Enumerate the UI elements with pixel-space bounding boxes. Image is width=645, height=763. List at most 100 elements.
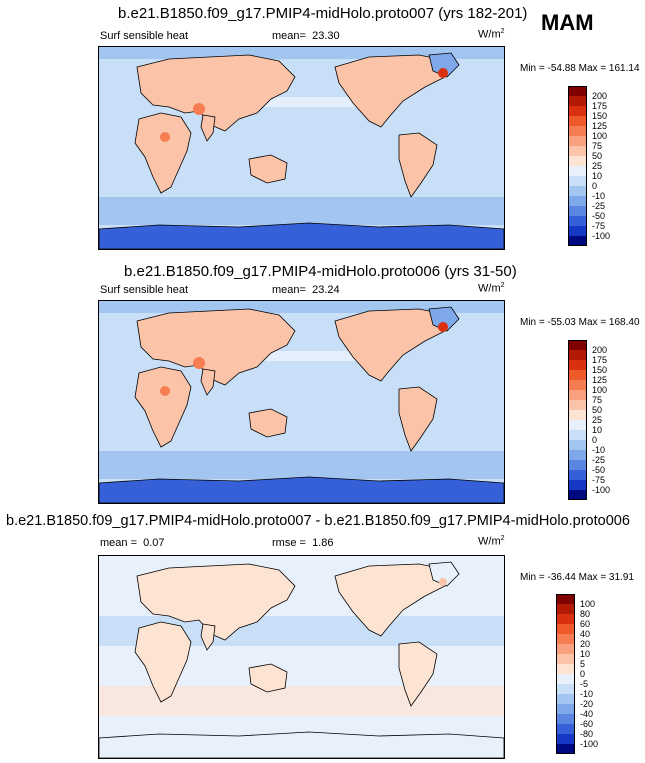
colorbar-swatch: [568, 450, 587, 460]
colorbar-swatch: [556, 704, 575, 714]
colorbar-tick-label: 50: [592, 404, 603, 415]
north-america-shape: [334, 308, 450, 382]
australia-shape: [248, 663, 288, 693]
europe-asia-shape: [136, 563, 296, 641]
south-america-shape: [398, 641, 438, 707]
panel-1-map-field: [99, 47, 504, 249]
colorbar-swatch: [568, 480, 587, 490]
colorbar-tick-label: 40: [580, 628, 591, 639]
antarctica-shape: [99, 222, 504, 249]
panel-3-rmse: rmse = 1.86: [272, 537, 334, 549]
colorbar-tick-label: 100: [580, 598, 596, 609]
colorbar-tick-label: -25: [592, 200, 606, 211]
india-shape: [200, 623, 216, 651]
panel-2-map: [98, 300, 505, 504]
colorbar-tick-label: -75: [592, 474, 606, 485]
colorbar-swatch: [568, 430, 587, 440]
colorbar-swatch: [568, 370, 587, 380]
antarctica-shape: [99, 731, 504, 758]
colorbar-swatch: [556, 664, 575, 674]
colorbar-tick-label: 10: [592, 170, 603, 181]
australia-shape: [248, 408, 288, 438]
season-label: MAM: [541, 10, 594, 35]
colorbar-swatch: [568, 166, 587, 176]
colorbar-tick-label: -25: [592, 454, 606, 465]
colorbar-swatch: [568, 390, 587, 400]
colorbar-swatch: [568, 460, 587, 470]
sahara-hotspot: [160, 132, 170, 142]
colorbar-swatch: [568, 156, 587, 166]
colorbar-tick-label: -20: [580, 698, 594, 709]
south-america-shape: [398, 386, 438, 452]
colorbar-tick-label: -60: [580, 718, 594, 729]
greenland-shape: [428, 561, 460, 587]
colorbar-swatch: [556, 714, 575, 724]
panel-1-mean: mean= 23.30: [272, 30, 340, 42]
colorbar-tick-label: -10: [592, 190, 606, 201]
panel-3-units: W/m2: [478, 535, 505, 548]
colorbar-swatch: [568, 186, 587, 196]
colorbar-tick-label: 25: [592, 160, 603, 171]
colorbar-swatch: [556, 694, 575, 704]
colorbar-tick-label: 150: [592, 364, 608, 375]
africa-shape: [134, 621, 192, 703]
colorbar-tick-label: -10: [592, 444, 606, 455]
colorbar-swatch: [556, 644, 575, 654]
colorbar-swatch: [568, 196, 587, 206]
colorbar-tick-label: -5: [580, 678, 589, 689]
colorbar-tick-label: -50: [592, 464, 606, 475]
africa-shape: [134, 366, 192, 448]
colorbar-swatch: [568, 380, 587, 390]
panel-2-colorbar: 200 175 150 125 100 75 50 25 10 0 -10 -25 -50 -75 -100: [568, 340, 610, 500]
colorbar-swatch: [568, 96, 587, 106]
colorbar-swatch: [556, 674, 575, 684]
africa-shape: [134, 112, 192, 194]
colorbar-tick-label: 10: [592, 424, 603, 435]
colorbar-swatch: [568, 116, 587, 126]
colorbar-tick-label: 0: [580, 668, 586, 679]
colorbar-swatch: [568, 440, 587, 450]
colorbar-tick-label: 200: [592, 344, 608, 355]
colorbar-tick-label: 175: [592, 100, 608, 111]
panel-3-colorbar: 100 80 60 40 20 10 5 0 -5 -10 -20 -40 -60 -80 -100: [556, 594, 598, 754]
panel-2-units: W/m2: [478, 282, 505, 295]
pacific-band: [249, 351, 389, 361]
southern-ocean-band: [99, 197, 504, 225]
colorbar-swatch: [568, 400, 587, 410]
colorbar-tick-label: -100: [592, 484, 611, 495]
colorbar-swatch: [556, 684, 575, 694]
colorbar-tick-label: 100: [592, 384, 608, 395]
panel-3-title: b.e21.B1850.f09_g17.PMIP4-midHolo.proto0…: [6, 513, 630, 529]
colorbar-swatch: [568, 86, 587, 96]
greenland-shape: [428, 306, 460, 332]
colorbar-tick-label: -40: [580, 708, 594, 719]
panel-3-min-max: Min = -36.44 Max = 31.91: [520, 572, 634, 583]
labrador-anomaly: [439, 578, 447, 586]
colorbar-tick-label: -100: [580, 738, 599, 749]
colorbar-tick-label: 20: [580, 638, 591, 649]
panel-3-map-field: [99, 561, 504, 758]
panel-2-mean: mean= 23.24: [272, 284, 340, 296]
colorbar-swatch: [568, 146, 587, 156]
colorbar-swatch: [556, 724, 575, 734]
australia-shape: [248, 154, 288, 184]
colorbar-tick-label: 150: [592, 110, 608, 121]
colorbar-swatch: [568, 360, 587, 370]
india-shape: [200, 114, 216, 142]
arabia-hotspot: [193, 103, 205, 115]
panel-1-colorbar: 200 175 150 125 100 75 50 25 10 0 -10 -25 -50 -75 -100: [568, 86, 610, 246]
colorbar-tick-label: 50: [592, 150, 603, 161]
colorbar-swatch: [556, 614, 575, 624]
panel-2-min-max: Min = -55.03 Max = 168.40: [520, 317, 640, 328]
north-america-shape: [334, 563, 450, 637]
panel-2-variable: Surf sensible heat: [100, 284, 189, 296]
colorbar-swatch: [556, 594, 575, 604]
north-america-shape: [334, 54, 450, 128]
colorbar-tick-label: 25: [592, 414, 603, 425]
colorbar-tick-label: 0: [592, 434, 598, 445]
colorbar-tick-label: -100: [592, 230, 611, 241]
india-shape: [200, 368, 216, 396]
colorbar-swatch: [568, 470, 587, 480]
colorbar-tick-label: 0: [592, 180, 598, 191]
panel-1-map: [98, 46, 505, 250]
